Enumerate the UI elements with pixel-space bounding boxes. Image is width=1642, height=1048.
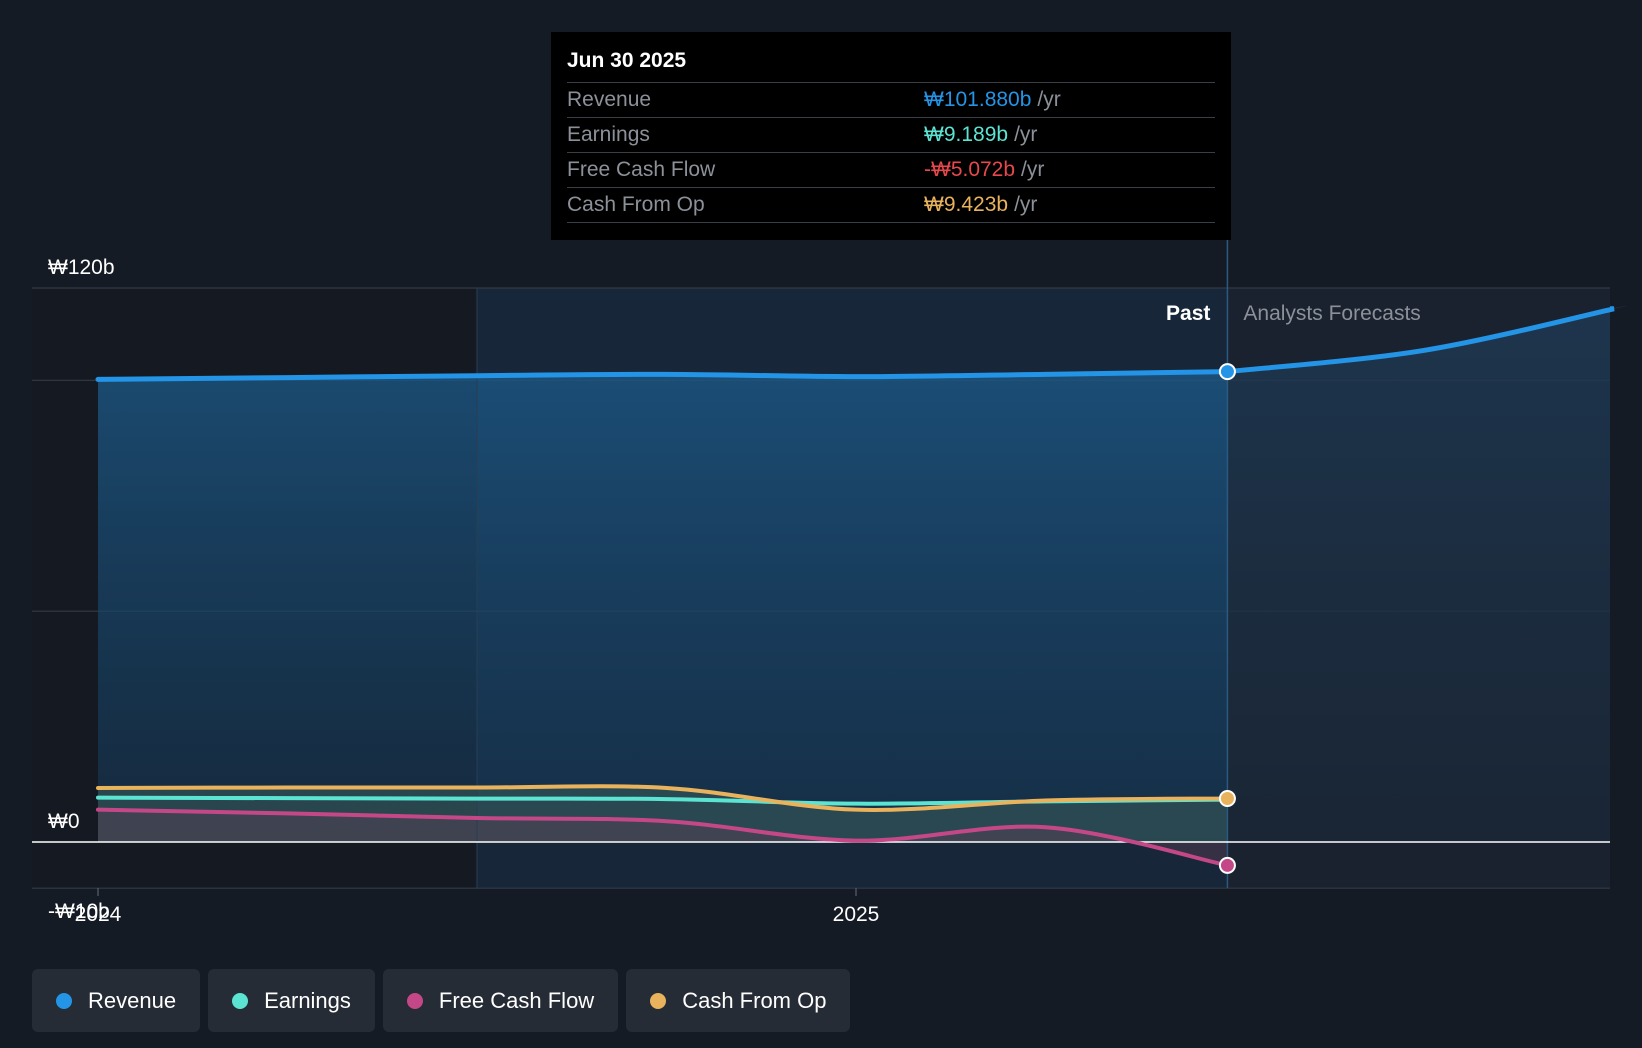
legend-label: Free Cash Flow [438, 987, 595, 1013]
tooltip-label: Free Cash Flow [567, 158, 716, 181]
free-cash-flow-dot-icon [406, 992, 423, 1009]
y-tick-label: ₩120b [48, 256, 115, 279]
tooltip-row-earnings: Earnings ₩9.189b /yr [567, 117, 1215, 152]
tooltip-row-revenue: Revenue ₩101.880b /yr [567, 82, 1215, 117]
revenue-forecast-area [1227, 305, 1627, 842]
markers [1218, 363, 1236, 874]
legend-item-cash-from-op[interactable]: Cash From Op [626, 969, 851, 1032]
past-label: Past [1166, 302, 1210, 325]
tooltip-row-free-cash-flow: Free Cash Flow -₩5.072b /yr [567, 152, 1215, 187]
legend-item-free-cash-flow[interactable]: Free Cash Flow [382, 969, 619, 1032]
legend-item-revenue[interactable]: Revenue [32, 969, 201, 1032]
revenue-line [95, 369, 1230, 382]
free-cash-flow-line [96, 807, 1230, 868]
x-axis-labels: 2024 2025 [75, 903, 880, 926]
tooltip-label: Cash From Op [567, 193, 705, 216]
revenue-dot-icon [56, 992, 72, 1009]
y-axis-labels: ₩120b ₩0 -₩10b [48, 256, 115, 923]
tooltip-unit: /yr [1037, 88, 1061, 111]
earnings-dot-icon [232, 992, 249, 1009]
free-cash-flow-marker [1218, 856, 1236, 874]
y-tick-label: -₩10b [48, 900, 110, 923]
cash-from-op-dot-icon [650, 992, 667, 1009]
x-tick-label: 2025 [833, 903, 880, 926]
legend-label: Revenue [88, 987, 177, 1013]
cash-from-op-line [96, 784, 1230, 812]
tooltip-row-cash-from-op: Cash From Op ₩9.423b /yr [567, 187, 1215, 223]
analysts-forecasts-label: Analysts Forecasts [1243, 302, 1420, 325]
tooltip-unit: /yr [1014, 193, 1038, 216]
revenue-forecast-line [1227, 306, 1615, 375]
legend-label: Cash From Op [682, 987, 827, 1013]
free-cash-flow-area [98, 809, 1228, 866]
y-tick-label: ₩0 [48, 810, 80, 833]
tooltip-label: Earnings [567, 123, 650, 146]
revenue-area [98, 371, 1228, 842]
tooltip-value: -₩5.072b [924, 158, 1016, 181]
cash-from-op-marker [1218, 789, 1236, 807]
tooltip-value: ₩9.189b [924, 123, 1009, 146]
tooltip-date: Jun 30 2025 [567, 49, 687, 72]
tooltip-unit: /yr [1021, 158, 1045, 181]
legend-label: Earnings [264, 987, 351, 1013]
chart: ₩120b ₩0 -₩10b 2024 2025 Past Analysts Fore… [32, 238, 1627, 926]
x-tick-label: 2024 [75, 903, 122, 926]
series-lines [95, 306, 1615, 868]
tooltip-value: ₩101.880b [924, 88, 1032, 111]
tooltip-label: Revenue [567, 88, 652, 111]
legend-item-earnings[interactable]: Earnings [208, 969, 375, 1032]
revenue-marker [1218, 363, 1236, 381]
tooltip: Jun 30 2025 Revenue ₩101.880b /yr Earnin… [551, 32, 1231, 240]
tooltip-unit: /yr [1014, 123, 1038, 146]
tooltip-value: ₩9.423b [924, 193, 1009, 216]
legend: Revenue Earnings Free Cash Flow Cash Fro… [32, 969, 851, 1032]
